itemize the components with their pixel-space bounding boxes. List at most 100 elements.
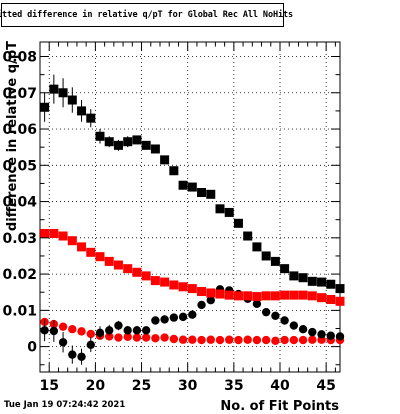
- data-point-circle: [132, 326, 142, 335]
- data-point-square: [40, 228, 50, 238]
- data-point-circle: [58, 322, 68, 331]
- y-axis-label: difference in relative q/pT: [5, 41, 20, 231]
- data-point-circle: [160, 315, 169, 324]
- data-point-square: [326, 279, 336, 289]
- data-point-square: [289, 271, 299, 281]
- data-point-square: [215, 204, 225, 214]
- data-point-circle: [298, 325, 308, 334]
- data-point-circle: [261, 307, 271, 317]
- data-point-circle: [215, 335, 225, 345]
- data-point-square: [317, 277, 327, 287]
- y-tick-label: 0.07: [2, 86, 37, 102]
- data-point-circle: [151, 334, 160, 343]
- data-point-square: [95, 131, 105, 141]
- data-point-circle: [289, 335, 299, 345]
- y-tick-label: 0.01: [2, 303, 37, 319]
- data-point-square: [215, 289, 225, 299]
- data-point-square: [58, 88, 68, 98]
- plot-frame: [39, 41, 341, 373]
- chart-title: Fitted difference in relative q/pT for G…: [0, 10, 294, 20]
- data-markers: [40, 74, 345, 365]
- timestamp: Tue Jan 19 07:24:42 2021: [4, 400, 126, 410]
- data-point-square: [187, 182, 197, 192]
- data-point-square: [86, 113, 96, 123]
- data-point-square: [141, 271, 151, 281]
- data-point-square: [86, 247, 96, 257]
- data-point-square: [187, 284, 197, 294]
- data-point-circle: [132, 333, 142, 342]
- data-point-square: [206, 189, 216, 199]
- data-point-square: [252, 292, 262, 302]
- data-point-circle: [141, 326, 151, 335]
- data-point-square: [67, 95, 77, 105]
- axis-ticks: 15 20 25 30 35 40 45 0 0.01 0.02 0.03 0.04 0.05 0.06 0…: [2, 42, 340, 394]
- data-point-square: [224, 290, 234, 300]
- data-point-circle: [234, 335, 243, 345]
- x-tick-label: 45: [316, 378, 335, 394]
- data-point-square: [40, 102, 50, 112]
- data-point-circle: [298, 335, 308, 345]
- data-point-square: [270, 256, 280, 266]
- x-tick-label: 25: [132, 378, 151, 394]
- data-point-square: [67, 236, 77, 246]
- data-point-square: [335, 296, 345, 306]
- data-point-circle: [86, 340, 95, 350]
- y-tick-label: 0.03: [2, 231, 37, 247]
- data-point-circle: [243, 335, 252, 344]
- data-point-square: [261, 291, 271, 301]
- data-point-circle: [252, 299, 262, 309]
- data-point-circle: [271, 311, 280, 320]
- data-point-square: [123, 137, 133, 147]
- data-point-square: [289, 290, 299, 300]
- y-tick-label: 0: [27, 340, 37, 356]
- data-point-square: [298, 290, 308, 300]
- data-point-circle: [95, 328, 105, 338]
- y-tick-label: 0.02: [2, 267, 37, 283]
- data-point-circle: [261, 335, 271, 345]
- data-point-square: [233, 291, 243, 301]
- x-tick-label: 20: [86, 378, 106, 394]
- series-1: [40, 74, 345, 294]
- data-point-square: [307, 291, 317, 301]
- data-point-circle: [206, 335, 215, 344]
- data-point-square: [243, 231, 253, 241]
- data-point-square: [123, 264, 133, 274]
- data-point-circle: [197, 300, 206, 310]
- x-tick-label: 35: [224, 378, 243, 394]
- data-point-circle: [68, 325, 77, 334]
- data-point-square: [77, 242, 87, 252]
- series-4: [40, 228, 345, 306]
- data-point-square: [141, 140, 151, 150]
- data-point-square: [169, 166, 179, 176]
- data-point-circle: [188, 335, 197, 344]
- data-point-square: [169, 280, 179, 290]
- data-point-circle: [77, 352, 86, 361]
- data-point-square: [113, 260, 123, 270]
- data-point-square: [261, 251, 271, 261]
- data-point-circle: [169, 313, 179, 322]
- y-tick-label: 0.06: [2, 122, 37, 138]
- data-point-circle: [68, 350, 77, 359]
- data-point-square: [270, 291, 280, 301]
- y-tick-label: 0.08: [2, 50, 37, 66]
- data-point-circle: [105, 326, 114, 335]
- series-2: [40, 317, 345, 346]
- data-point-circle: [271, 336, 280, 346]
- data-point-circle: [49, 326, 59, 336]
- x-tick-label: 40: [270, 378, 290, 394]
- data-point-circle: [225, 335, 234, 344]
- data-point-circle: [308, 335, 317, 344]
- data-point-square: [335, 284, 345, 294]
- data-point-square: [104, 256, 114, 266]
- x-tick-label: 15: [39, 378, 58, 394]
- data-point-circle: [86, 329, 95, 339]
- data-point-square: [132, 267, 142, 277]
- data-point-circle: [77, 327, 86, 336]
- y-tick-label: 0.05: [2, 158, 37, 174]
- data-point-circle: [141, 333, 151, 342]
- data-point-square: [280, 264, 290, 274]
- data-point-circle: [289, 321, 299, 330]
- data-point-circle: [206, 295, 215, 305]
- data-point-circle: [252, 335, 262, 345]
